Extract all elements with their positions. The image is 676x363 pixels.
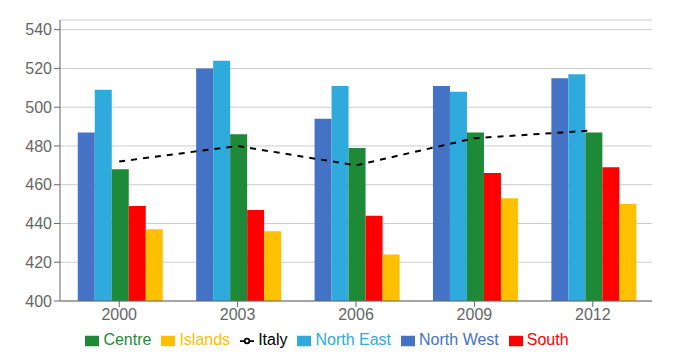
svg-text:480: 480 xyxy=(25,138,52,155)
svg-text:2000: 2000 xyxy=(101,306,137,323)
html-text:Italy: Italy xyxy=(258,331,288,348)
svg-text:460: 460 xyxy=(25,176,52,193)
html-text:South: South xyxy=(526,331,569,348)
svg-text:2006: 2006 xyxy=(338,306,374,323)
svg-text:520: 520 xyxy=(25,60,52,77)
svg-text:2009: 2009 xyxy=(457,306,493,323)
svg-text:420: 420 xyxy=(25,254,52,271)
svg-text:500: 500 xyxy=(25,99,52,116)
html-text:North East: North East xyxy=(315,331,392,348)
svg-text:2003: 2003 xyxy=(220,306,256,323)
html-text:Centre: Centre xyxy=(103,331,152,348)
html-text:Islands: Islands xyxy=(179,331,231,348)
svg-text:540: 540 xyxy=(25,21,52,38)
svg-text:2012: 2012 xyxy=(575,306,611,323)
svg-text:440: 440 xyxy=(25,215,52,232)
svg-text:400: 400 xyxy=(25,293,52,310)
html-text:North West: North West xyxy=(419,331,499,348)
